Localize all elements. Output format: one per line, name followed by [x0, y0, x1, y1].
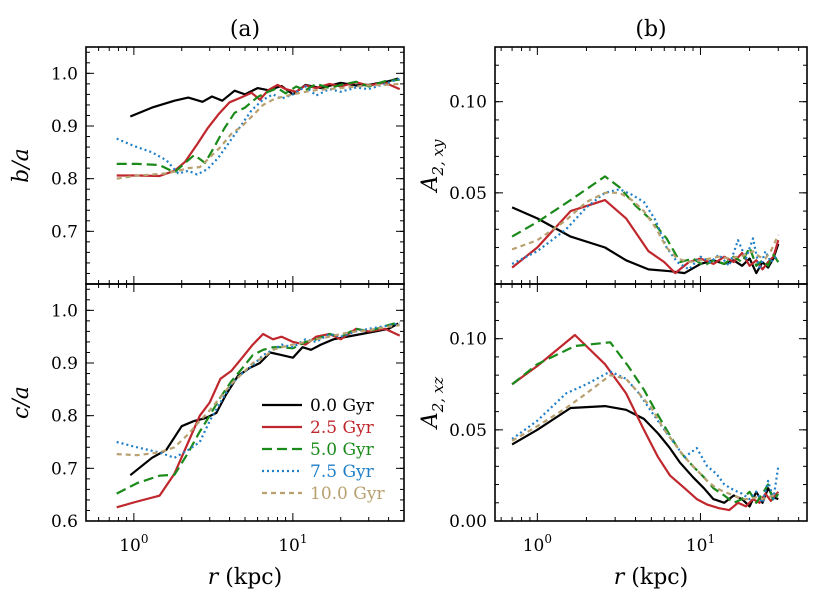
x-tick-label: 100: [523, 532, 552, 556]
y-tick-label: 0.05: [449, 184, 487, 204]
x-tick-label: 100: [119, 532, 148, 556]
y-axis-label: c/a: [9, 386, 34, 419]
y-tick-label: 1.0: [51, 301, 78, 321]
y-tick-label: 1.0: [51, 64, 78, 84]
legend-label: 5.0 Gyr: [310, 440, 375, 460]
y-tick-label: 0.10: [449, 330, 487, 350]
legend-label: 7.5 Gyr: [310, 462, 375, 482]
series-line-5-0-gyr: [116, 78, 400, 174]
legend-label: 2.5 Gyr: [310, 418, 375, 438]
y-tick-label: 0.10: [449, 93, 487, 113]
y-tick-label: 0.00: [449, 512, 487, 532]
series-line-2-5-gyr: [116, 81, 401, 178]
series-line-2-5-gyr: [511, 199, 780, 275]
panel-title: (a): [230, 17, 260, 42]
axes-frame: [494, 46, 808, 285]
series-line-7-5-gyr: [511, 188, 780, 271]
series-line-7-5-gyr: [116, 322, 400, 459]
y-tick-label: 0.8: [51, 407, 78, 427]
y-axis-label: A2, xz: [418, 377, 447, 430]
series-line-0-0-gyr: [511, 405, 779, 508]
x-axis-label: r (kpc): [208, 565, 282, 590]
legend-label: 0.0 Gyr: [310, 396, 375, 416]
y-axis-label: b/a: [9, 148, 34, 183]
series-line-10-0-gyr: [116, 324, 400, 457]
y-tick-label: 0.6: [51, 512, 78, 532]
y-tick-label: 0.05: [449, 421, 487, 441]
series-line-7-5-gyr: [511, 370, 780, 504]
panel-bottom-right: 0.00 0.05 0.10 100 101 r (kpc) A2, xz: [418, 283, 808, 590]
y-tick-label: 0.9: [51, 354, 78, 374]
series-line-5-0-gyr: [511, 175, 780, 267]
series-line-5-0-gyr: [511, 341, 780, 504]
y-tick-label: 0.7: [51, 222, 78, 242]
series-line-10-0-gyr: [116, 82, 400, 180]
panel-top-left: 0.7 0.8 0.9 1.0 b/a (a): [9, 17, 405, 285]
panel-top-right: 0.05 0.10 A2, xy (b): [418, 17, 808, 285]
series-line-0-0-gyr: [129, 77, 399, 118]
series-line-10-0-gyr: [511, 191, 780, 264]
y-axis-label: A2, xy: [418, 139, 447, 193]
plot-layer: 0.7 0.8 0.9 1.0 b/a (a) 0.6 0.7 0.8 0.9 1.0 100 101 r…: [9, 17, 808, 590]
axes-frame: [85, 283, 405, 522]
panel-title: (b): [635, 17, 666, 42]
series-line-10-0-gyr: [511, 374, 779, 501]
series-line-2-5-gyr: [511, 333, 780, 512]
y-tick-label: 0.9: [51, 117, 78, 137]
axes-frame: [494, 283, 808, 522]
y-tick-label: 0.7: [51, 459, 78, 479]
x-tick-label: 101: [686, 532, 715, 556]
series-line-7-5-gyr: [116, 77, 401, 176]
panel-bottom-left: 0.6 0.7 0.8 0.9 1.0 100 101 r (kpc) c/a: [9, 283, 405, 590]
x-axis-label: r (kpc): [614, 565, 688, 590]
y-tick-label: 0.8: [51, 170, 78, 190]
x-tick-label: 101: [278, 532, 307, 556]
legend-label: 10.0 Gyr: [310, 484, 385, 504]
